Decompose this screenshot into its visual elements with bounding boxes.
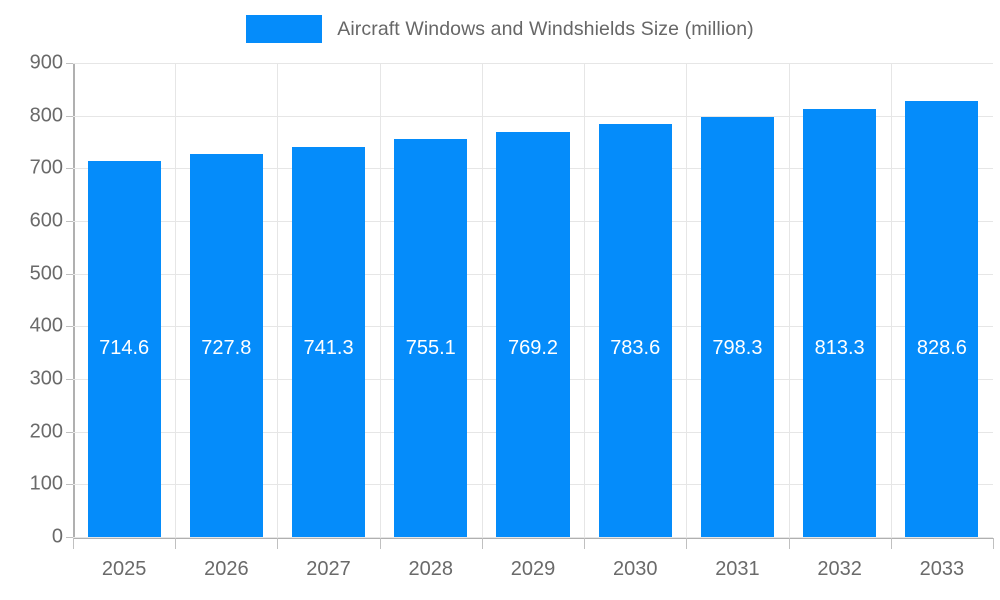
bar-value-label: 769.2 — [507, 337, 559, 359]
y-axis-tick — [66, 221, 73, 222]
y-axis-tick — [66, 168, 73, 170]
gridline-vertical — [686, 63, 687, 537]
y-axis-tick-label: 500 — [29, 262, 63, 285]
y-axis-tick — [66, 379, 73, 380]
gridline-vertical — [175, 63, 176, 537]
bar-value-label: 741.3 — [303, 337, 354, 359]
x-axis-tick-label: 2031 — [715, 558, 760, 580]
x-axis-tick — [789, 538, 790, 549]
y-axis-tick-label: 800 — [29, 104, 63, 127]
legend-swatch-icon — [246, 15, 323, 43]
y-axis-tick — [66, 484, 73, 486]
x-axis-tick — [584, 538, 585, 549]
bar-value-label: 828.6 — [916, 337, 967, 359]
gridline-vertical — [891, 63, 892, 537]
gridline-vertical — [277, 63, 278, 537]
bar[interactable] — [598, 124, 672, 537]
x-axis-tick-label: 2027 — [306, 558, 351, 580]
bar-value-label: 783.6 — [610, 337, 661, 359]
y-axis-tick — [66, 115, 73, 117]
x-axis-tick — [686, 538, 687, 549]
bar-value-label: 798.3 — [712, 337, 763, 359]
y-axis-tick-label: 100 — [29, 472, 63, 495]
bar[interactable] — [394, 139, 468, 537]
gridline-horizontal — [73, 537, 993, 538]
bar[interactable] — [87, 160, 161, 537]
bar[interactable] — [496, 131, 570, 537]
y-axis-line — [73, 63, 75, 537]
y-axis-tick — [66, 63, 73, 64]
legend-item-aircraft-windows[interactable]: Aircraft Windows and Windshields Size (m… — [246, 15, 754, 43]
y-axis-tick-label: 600 — [29, 209, 63, 232]
x-axis-tick-label: 2032 — [817, 558, 862, 580]
y-axis-tick — [66, 326, 73, 328]
bar[interactable] — [803, 108, 877, 537]
gridline-vertical — [584, 63, 585, 537]
x-axis-tick-label: 2029 — [510, 558, 556, 580]
x-axis-tick-label: 2025 — [101, 558, 147, 580]
bar-value-label: 714.6 — [99, 337, 150, 359]
x-axis-tick — [73, 538, 74, 549]
y-axis-tick-label: 900 — [29, 51, 63, 74]
y-axis-tick-label: 300 — [29, 367, 63, 390]
x-axis-tick — [277, 538, 278, 549]
x-axis-tick — [175, 538, 176, 549]
y-axis-tick-label: 400 — [29, 314, 63, 337]
gridline-vertical — [380, 63, 381, 537]
bar-value-label: 727.8 — [201, 337, 252, 359]
x-axis-tick-label: 2033 — [919, 558, 965, 580]
bar[interactable] — [700, 116, 774, 537]
y-axis-tick-label: 0 — [51, 525, 63, 548]
bar-value-label: 813.3 — [814, 337, 865, 359]
legend-item-label: Aircraft Windows and Windshields Size (m… — [337, 17, 754, 40]
x-axis-tick-label: 2026 — [204, 558, 249, 580]
y-axis-tick-label: 200 — [29, 420, 63, 443]
x-axis-tick — [891, 538, 892, 549]
gridline-vertical — [789, 63, 790, 537]
bar[interactable] — [189, 153, 263, 537]
x-axis-tick-label: 2030 — [612, 558, 658, 580]
x-axis-tick — [993, 538, 994, 549]
gridline-horizontal — [73, 115, 993, 117]
x-axis-tick — [482, 538, 483, 549]
bar-value-label: 755.1 — [405, 337, 456, 359]
x-axis-tick-label: 2028 — [408, 558, 454, 580]
y-axis-tick — [66, 431, 73, 433]
bar[interactable] — [292, 146, 366, 537]
x-axis-tick — [380, 538, 381, 549]
gridline-horizontal — [73, 63, 993, 64]
gridline-vertical — [482, 63, 483, 537]
y-axis-tick — [66, 273, 73, 275]
bar[interactable] — [905, 100, 979, 537]
y-axis-labels: 0 100 200 300 400 500 600 700 800 900 — [0, 0, 63, 600]
y-axis-tick — [66, 537, 73, 538]
y-axis-tick-label: 700 — [29, 156, 63, 179]
plot-area — [73, 63, 993, 538]
chart-legend: Aircraft Windows and Windshields Size (m… — [0, 0, 1000, 58]
